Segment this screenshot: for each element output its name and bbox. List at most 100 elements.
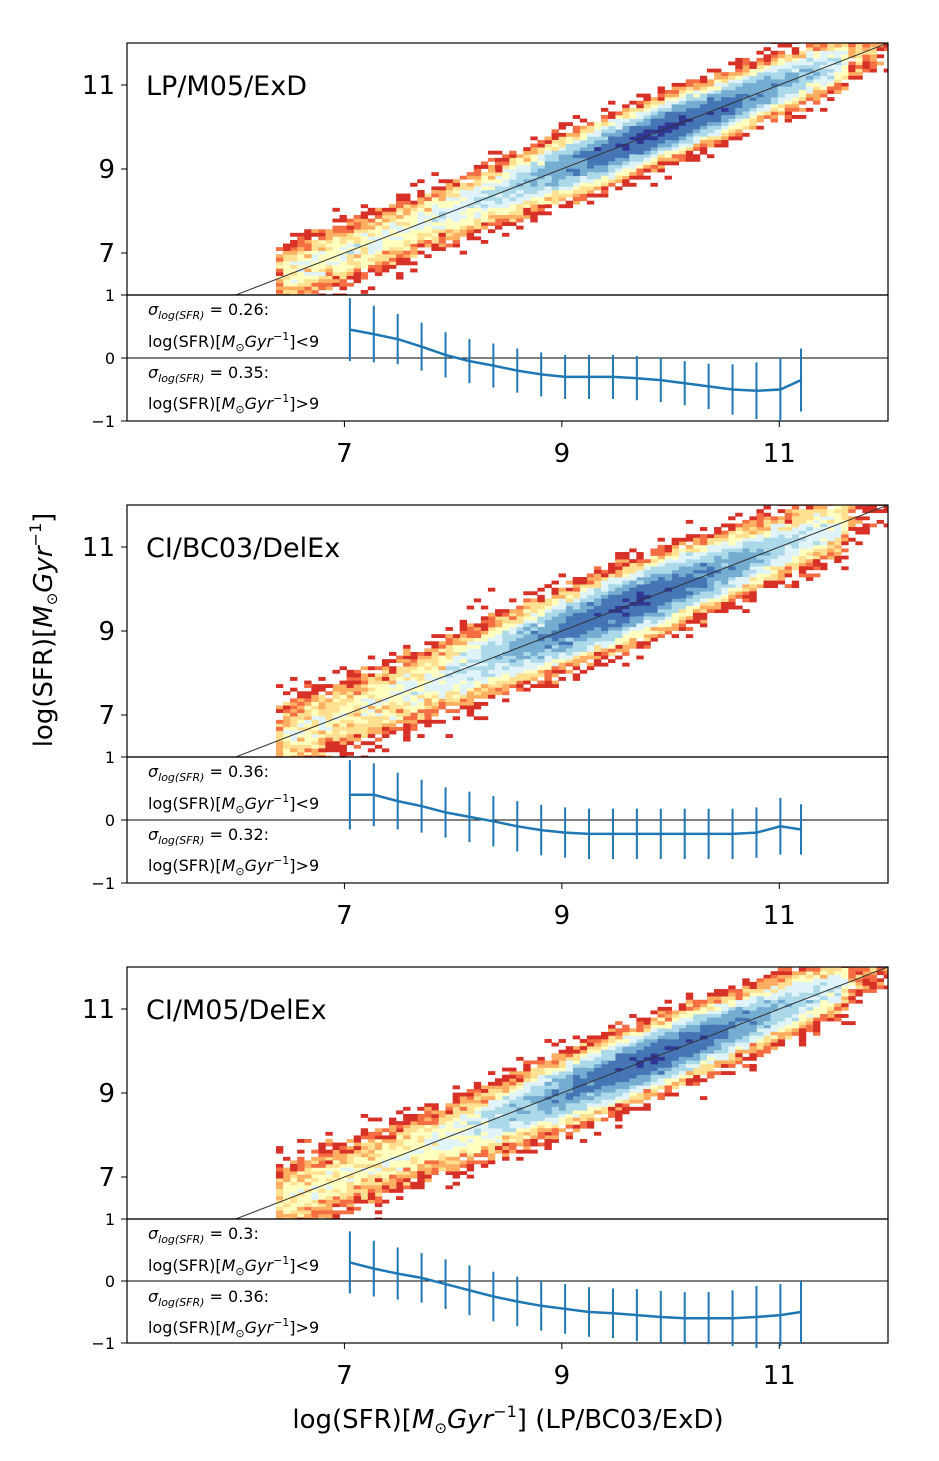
heatmap-cell bbox=[339, 734, 347, 738]
heatmap-cell bbox=[480, 1117, 489, 1122]
heatmap-cell bbox=[714, 1056, 722, 1061]
heatmap-cell bbox=[636, 562, 644, 567]
heatmap-cell bbox=[297, 1185, 305, 1190]
heatmap-cell bbox=[671, 577, 680, 581]
heatmap-cell bbox=[692, 97, 701, 102]
heatmap-cell bbox=[869, 68, 877, 73]
heatmap-cell bbox=[325, 705, 333, 710]
heatmap-cell bbox=[805, 562, 814, 567]
heatmap-cell bbox=[664, 559, 672, 564]
heatmap-cell bbox=[820, 992, 828, 997]
heatmap-cell bbox=[417, 250, 425, 255]
heatmap-cell bbox=[721, 605, 729, 610]
heatmap-cell bbox=[516, 680, 524, 685]
heatmap-cell bbox=[827, 82, 835, 87]
heatmap-cell bbox=[530, 161, 538, 166]
heatmap-cell bbox=[777, 999, 786, 1004]
heatmap-cell bbox=[438, 652, 446, 656]
heatmap-cell bbox=[692, 86, 701, 91]
heatmap-cell bbox=[431, 701, 439, 706]
heatmap-cell bbox=[325, 1163, 333, 1168]
heatmap-cell bbox=[721, 999, 729, 1004]
heatmap-cell bbox=[452, 218, 460, 223]
heatmap-cell bbox=[692, 534, 701, 539]
heatmap-cell bbox=[579, 619, 588, 624]
heatmap-cell bbox=[798, 562, 807, 567]
heatmap-cell bbox=[424, 214, 432, 219]
heatmap-cell bbox=[692, 1006, 701, 1011]
heatmap-cell bbox=[622, 1056, 630, 1061]
heatmap-cell bbox=[445, 659, 453, 664]
heatmap-cell bbox=[459, 659, 468, 664]
heatmap-cell bbox=[417, 719, 425, 724]
heatmap-cell bbox=[834, 47, 842, 52]
heatmap-cell bbox=[318, 1181, 326, 1186]
heatmap-cell bbox=[530, 619, 538, 624]
heatmap-cell bbox=[565, 1110, 574, 1115]
heatmap-cell bbox=[389, 218, 397, 223]
heatmap-cell bbox=[714, 530, 722, 535]
heatmap-cell bbox=[495, 655, 503, 660]
heatmap-cell bbox=[403, 655, 411, 660]
heatmap-cell bbox=[396, 1163, 404, 1168]
heatmap-cell bbox=[424, 716, 432, 721]
heatmap-cell bbox=[678, 150, 687, 155]
heatmap-cell bbox=[487, 165, 496, 169]
heatmap-cell bbox=[509, 619, 517, 624]
heatmap-cell bbox=[820, 509, 828, 514]
heatmap-cell bbox=[445, 1149, 453, 1154]
heatmap-cell bbox=[770, 541, 778, 546]
heatmap-cell bbox=[629, 161, 637, 166]
heatmap-cell bbox=[685, 129, 694, 134]
heatmap-cell bbox=[558, 132, 566, 137]
heatmap-cell bbox=[325, 282, 333, 287]
heatmap-cell bbox=[735, 82, 743, 87]
heatmap-cell bbox=[304, 289, 312, 294]
heatmap-cell bbox=[339, 726, 347, 731]
heatmap-cell bbox=[657, 555, 665, 560]
heatmap-cell bbox=[367, 268, 376, 273]
heatmap-cell bbox=[353, 684, 362, 688]
heatmap-cell bbox=[396, 680, 404, 685]
heatmap-cell bbox=[480, 1142, 489, 1147]
heatmap-cell bbox=[304, 254, 312, 259]
heatmap-cell bbox=[551, 630, 559, 635]
heatmap-cell bbox=[537, 200, 545, 205]
heatmap-cell bbox=[615, 1081, 623, 1086]
heatmap-cell bbox=[459, 1103, 468, 1108]
heatmap-cell bbox=[459, 1124, 468, 1129]
heatmap-cell bbox=[346, 716, 354, 721]
heatmap-cell bbox=[572, 619, 581, 624]
heatmap-cell bbox=[657, 1074, 665, 1079]
heatmap-cell bbox=[459, 190, 468, 194]
heatmap-cell bbox=[297, 1138, 305, 1143]
heatmap-cell bbox=[586, 179, 595, 184]
heatmap-cell bbox=[813, 498, 820, 502]
heatmap-cell bbox=[304, 712, 312, 717]
heatmap-cell bbox=[643, 140, 651, 144]
heatmap-cell bbox=[756, 93, 764, 98]
heatmap-cell bbox=[297, 289, 305, 294]
heatmap-cell bbox=[367, 673, 376, 678]
heatmap-cell bbox=[678, 559, 687, 564]
heatmap-cell bbox=[756, 1028, 764, 1033]
heatmap-cell bbox=[784, 72, 793, 77]
heatmap-cell bbox=[721, 537, 729, 542]
heatmap-cell bbox=[572, 193, 581, 198]
heatmap-cell bbox=[728, 591, 736, 596]
heatmap-cell bbox=[869, 65, 877, 69]
heatmap-cell bbox=[396, 698, 404, 703]
heatmap-cell bbox=[749, 530, 757, 535]
heatmap-cell bbox=[509, 1124, 517, 1129]
heatmap-cell bbox=[431, 1128, 439, 1133]
heatmap-cell bbox=[749, 65, 757, 69]
heatmap-cell bbox=[396, 1181, 404, 1186]
heatmap-cell bbox=[657, 107, 665, 112]
heatmap-cell bbox=[855, 65, 863, 69]
heatmap-cell bbox=[678, 107, 687, 112]
heatmap-cell bbox=[487, 676, 496, 681]
heatmap-cell bbox=[381, 236, 390, 241]
heatmap-cell bbox=[459, 182, 468, 187]
heatmap-cell bbox=[622, 630, 630, 635]
heatmap-cell bbox=[424, 1110, 432, 1115]
